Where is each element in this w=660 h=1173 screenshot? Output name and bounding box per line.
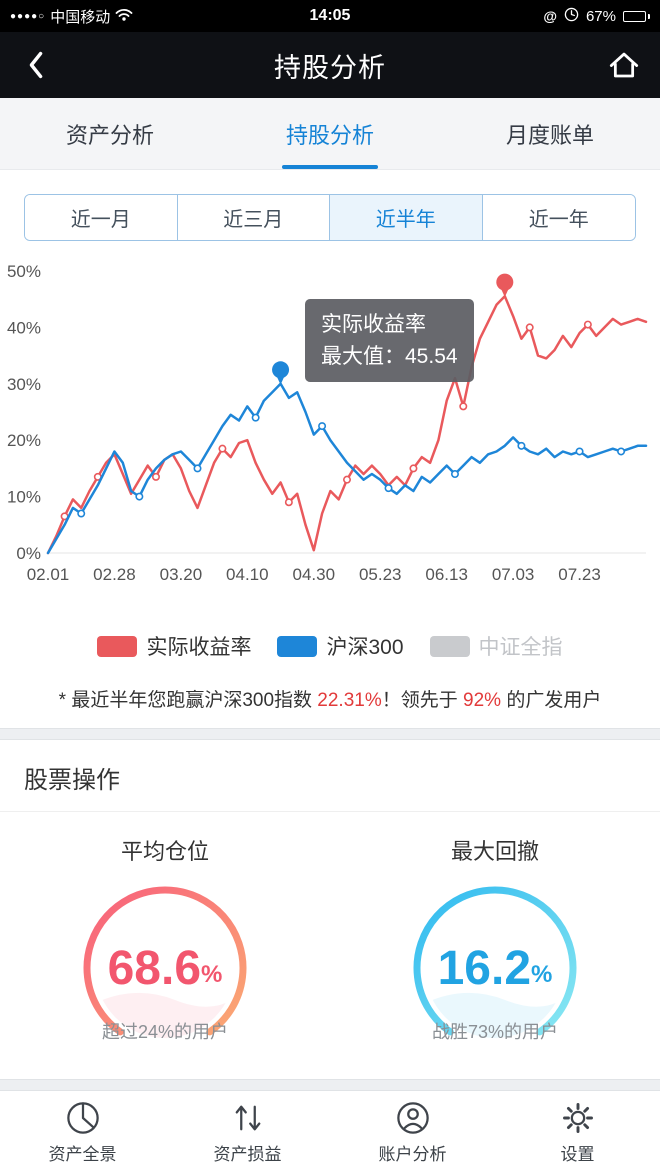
alarm-clock-icon xyxy=(564,7,579,26)
footer-divider xyxy=(0,1079,660,1091)
svg-text:0%: 0% xyxy=(16,544,41,563)
footer-item-account-analysis[interactable]: 账户分析 xyxy=(330,1091,495,1173)
svg-text:02.28: 02.28 xyxy=(93,565,136,584)
svg-text:07.03: 07.03 xyxy=(492,565,535,584)
note-lead-pct: 92% xyxy=(463,690,502,711)
signal-strength-icon: ●●●●○ xyxy=(10,10,46,22)
user-circle-icon xyxy=(396,1101,429,1134)
svg-text:50%: 50% xyxy=(7,262,41,281)
tab-label: 月度账单 xyxy=(505,122,594,148)
svg-text:10%: 10% xyxy=(7,488,41,507)
battery-icon xyxy=(623,10,650,22)
range-1-year[interactable]: 近一年 xyxy=(482,195,635,240)
active-tab-underline xyxy=(282,165,378,169)
gauge-average-position: 平均仓位 68.6% 超过24%的用户 xyxy=(25,834,305,1044)
clock-time: 14:05 xyxy=(309,7,351,24)
gauge-arc-red: 68.6% xyxy=(83,886,247,1038)
range-3-months[interactable]: 近三月 xyxy=(177,195,330,240)
back-button[interactable] xyxy=(14,43,58,87)
legend-actual-return[interactable]: 实际收益率 xyxy=(97,631,251,661)
gauge-arc-blue: 16.2% xyxy=(413,886,577,1038)
arrows-updown-icon xyxy=(235,1105,260,1130)
legend-label: 实际收益率 xyxy=(146,636,252,659)
page-title: 持股分析 xyxy=(274,52,386,83)
footer-label: 资产损益 xyxy=(213,1144,282,1164)
stock-ops-title: 股票操作 xyxy=(0,740,660,812)
footer-label: 资产全景 xyxy=(48,1144,117,1164)
nav-bar: 持股分析 xyxy=(0,32,660,98)
status-bar: ●●●●○ 中国移动 14:05 @ 67% xyxy=(0,0,660,32)
svg-text:68.6%: 68.6% xyxy=(108,942,223,995)
note-outperform-pct: 22.31% xyxy=(317,690,382,711)
note-text: ！领先于 xyxy=(381,690,464,711)
tab-holdings-analysis[interactable]: 持股分析 xyxy=(220,98,440,169)
svg-text:06.13: 06.13 xyxy=(425,565,468,584)
bottom-tab-bar: 资产全景 资产损益 账户分析 设置 xyxy=(0,1091,660,1173)
gauge-subtext: 超过24%的用户 xyxy=(101,1022,229,1042)
svg-text:02.01: 02.01 xyxy=(27,565,70,584)
svg-text:40%: 40% xyxy=(7,318,41,337)
wifi-icon xyxy=(115,7,133,25)
footer-label: 设置 xyxy=(560,1144,595,1164)
home-button[interactable] xyxy=(602,43,646,87)
legend-hs300[interactable]: 沪深300 xyxy=(277,631,404,661)
svg-text:04.30: 04.30 xyxy=(293,565,336,584)
range-1-month[interactable]: 近一月 xyxy=(25,195,178,240)
note-text: 的广发用户 xyxy=(501,690,602,711)
svg-text:07.23: 07.23 xyxy=(558,565,601,584)
tooltip-series-label: 实际收益率 xyxy=(321,313,426,336)
gear-icon xyxy=(562,1102,593,1133)
range-6-months[interactable]: 近半年 xyxy=(330,195,483,240)
tab-label: 持股分析 xyxy=(285,122,374,148)
battery-percent-label: 67% xyxy=(585,7,616,25)
pie-clock-icon xyxy=(66,1101,99,1134)
tab-monthly-statement[interactable]: 月度账单 xyxy=(440,98,660,169)
legend-label: 沪深300 xyxy=(326,636,404,659)
svg-text:05.23: 05.23 xyxy=(359,565,402,584)
performance-note: * 最近半年您跑赢沪深300指数 22.31%！领先于 92% 的广发用户 xyxy=(0,685,660,712)
section-divider xyxy=(0,728,660,740)
chart-tooltip: 实际收益率 最大值：45.54 xyxy=(305,299,474,382)
tab-asset-analysis[interactable]: 资产分析 xyxy=(0,98,220,169)
footer-item-asset-overview[interactable]: 资产全景 xyxy=(0,1091,165,1173)
tab-label: 资产分析 xyxy=(65,122,154,148)
legend-swatch-gray xyxy=(429,635,470,657)
svg-text:16.2%: 16.2% xyxy=(438,942,553,995)
legend-csi-all[interactable]: 中证全指 xyxy=(429,631,563,661)
chart-legend: 实际收益率 沪深300 中证全指 xyxy=(0,631,660,661)
gauge-title: 平均仓位 xyxy=(120,839,209,864)
gauge-title: 最大回撤 xyxy=(450,839,539,864)
gauge-max-drawdown: 最大回撤 16.2% 战胜73%的用户 xyxy=(355,834,635,1044)
legend-swatch-red xyxy=(97,635,138,657)
time-range-selector: 近一月 近三月 近半年 近一年 xyxy=(24,194,636,241)
legend-label: 中证全指 xyxy=(478,636,563,659)
footer-item-settings[interactable]: 设置 xyxy=(495,1091,660,1173)
carrier-label: 中国移动 xyxy=(50,8,111,26)
gauge-subtext: 战胜73%的用户 xyxy=(431,1022,559,1042)
svg-text:30%: 30% xyxy=(7,375,41,394)
footer-item-profit-loss[interactable]: 资产损益 xyxy=(165,1091,330,1173)
analysis-tab-bar: 资产分析 持股分析 月度账单 xyxy=(0,98,660,170)
at-status-icon: @ xyxy=(543,8,557,24)
svg-text:03.20: 03.20 xyxy=(160,565,203,584)
chart-canvas: 0% 10% 20% 30% 40% 50% 02.01 02.28 03.20 04.10 04.… xyxy=(0,255,660,605)
svg-text:04.10: 04.10 xyxy=(226,565,269,584)
footer-label: 账户分析 xyxy=(378,1144,447,1164)
gauges-row: 平均仓位 68.6% 超过24%的用户 最大回撤 xyxy=(0,834,660,1044)
tooltip-max-value: 最大值：45.54 xyxy=(321,344,458,368)
svg-text:20%: 20% xyxy=(7,431,41,450)
note-text: * 最近半年您跑赢沪深300指数 xyxy=(58,690,318,711)
legend-swatch-blue xyxy=(277,635,318,657)
returns-line-chart[interactable]: 0% 10% 20% 30% 40% 50% 02.01 02.28 03.20 04.10 04.… xyxy=(0,255,660,605)
